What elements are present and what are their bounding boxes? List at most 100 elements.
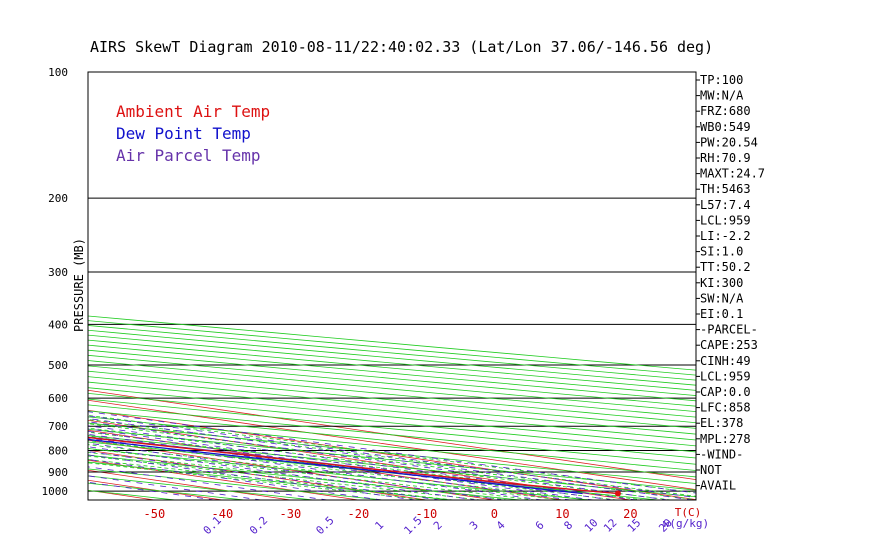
index-entry: TP:100 <box>700 73 743 87</box>
profile-lines <box>88 436 621 497</box>
series-line-dew-point-temp <box>88 438 583 495</box>
dry-adiabat <box>88 435 696 498</box>
index-entry: NOT <box>700 463 722 477</box>
legend-entry: Ambient Air Temp <box>116 102 270 121</box>
index-entry: LI:-2.2 <box>700 229 751 243</box>
dry-adiabat <box>88 365 696 424</box>
mixing-ratio-line <box>88 433 571 500</box>
axes: 1002003004005006007008009001000-120-110-… <box>42 66 710 537</box>
legend-entry: Air Parcel Temp <box>116 146 261 165</box>
index-entry: SW:N/A <box>700 291 744 305</box>
index-entry: KI:300 <box>700 276 743 290</box>
index-entry: CAPE:253 <box>700 338 758 352</box>
index-entry: SI:1.0 <box>700 245 743 259</box>
grid-lines <box>0 72 696 500</box>
pressure-tick-label: 1000 <box>42 485 69 498</box>
index-entry: -WIND- <box>700 447 743 461</box>
dry-adiabat <box>88 387 696 447</box>
dry-adiabat <box>88 428 696 491</box>
isotherm <box>88 409 696 500</box>
bottom-temp-tick-label: 20 <box>623 507 637 521</box>
legend: Ambient Air Temp Dew Point Temp Air Parcel… <box>116 102 270 165</box>
dry-adiabat <box>88 370 696 429</box>
index-entry: EL:378 <box>700 416 743 430</box>
moist-adiabat <box>88 459 454 500</box>
index-entry: LCL:959 <box>700 369 751 383</box>
series-line-air-parcel-temp <box>88 436 618 495</box>
mixing-ratio-tick-label: 3 <box>467 519 481 533</box>
pressure-tick-label: 700 <box>48 420 68 433</box>
dry-adiabat <box>88 339 696 396</box>
mixing-ratio-line <box>88 415 696 499</box>
bottom-temp-tick-label: -50 <box>144 507 166 521</box>
mixing-ratio-tick-label: 6 <box>533 519 547 533</box>
moist-adiabat <box>88 423 696 500</box>
mixing-ratio-line <box>88 421 669 500</box>
mixing-ratio-line <box>88 481 215 500</box>
mixing-ratio-tick-label: 4 <box>494 518 508 532</box>
mixing-ratio-line <box>88 442 504 500</box>
mixing-ratio-tick-label: 0.5 <box>313 514 336 537</box>
mixing-ratio-tick-label: 12 <box>601 516 620 535</box>
index-entry: LFC:858 <box>700 401 751 415</box>
chart-title: AIRS SkewT Diagram 2010-08-11/22:40:02.3… <box>90 38 713 56</box>
index-entry: EI:0.1 <box>700 307 743 321</box>
index-entry: L57:7.4 <box>700 198 751 212</box>
pressure-tick-label: 500 <box>48 359 68 372</box>
isotherm <box>88 419 631 500</box>
index-entry: FRZ:680 <box>700 104 751 118</box>
index-entry: TT:50.2 <box>700 260 751 274</box>
pressure-tick-label: 100 <box>48 66 68 79</box>
dry-adiabat <box>88 344 696 402</box>
series-line-ambient-air-temp <box>88 436 618 495</box>
mixing-ratio-line <box>88 459 382 500</box>
dry-adiabat <box>88 448 590 500</box>
bottom-temp-tick-label: -30 <box>280 507 302 521</box>
dry-adiabat <box>88 360 696 418</box>
pressure-tick-label: 300 <box>48 266 68 279</box>
dry-adiabat <box>88 468 383 500</box>
isotherm <box>88 389 696 481</box>
index-entry: RH:70.9 <box>700 151 751 165</box>
bottom-temp-tick-label: 0 <box>491 507 498 521</box>
dry-adiabat <box>88 410 696 471</box>
dry-adiabat <box>88 376 696 435</box>
dry-adiabat <box>88 422 696 484</box>
pressure-tick-label: 200 <box>48 192 68 205</box>
index-entry: MPL:278 <box>700 432 751 446</box>
dry-adiabat <box>88 416 696 478</box>
isotherm <box>88 399 696 491</box>
index-entry: PW:20.54 <box>700 135 758 149</box>
pressure-tick-label: 900 <box>48 466 68 479</box>
mixing-ratio-tick-label: 0.2 <box>247 514 270 537</box>
mixing-ratio-line <box>88 437 543 500</box>
dry-adiabat <box>88 454 521 500</box>
moist-adiabat <box>88 452 509 500</box>
index-entry: MW:N/A <box>700 89 744 103</box>
pressure-tick-label: 400 <box>48 318 68 331</box>
moist-adiabat <box>88 444 563 500</box>
mixing-ratio-tick-label: 1 <box>372 519 386 533</box>
mixing-ratio-line <box>88 430 594 500</box>
bottom-temp-tick-label: -10 <box>416 507 438 521</box>
index-entry: -PARCEL- <box>700 323 758 337</box>
mixing-ratio-line <box>88 454 416 500</box>
index-entry: CINH:49 <box>700 354 751 368</box>
mixing-ratio-unit: w(g/kg) <box>663 517 709 530</box>
y-axis-label: PRESSURE (MB) <box>72 238 86 332</box>
isotherm <box>0 72 18 500</box>
mixing-ratio-tick-label: 2 <box>431 519 445 533</box>
moist-adiabat <box>88 462 427 500</box>
pressure-tick-label: 600 <box>48 392 68 405</box>
pressure-tick-label: 800 <box>48 445 68 458</box>
mixing-ratio-line <box>88 411 696 494</box>
index-entry: MAXT:24.7 <box>700 167 765 181</box>
bottom-temp-unit: T(C) <box>675 506 702 519</box>
mixing-ratio-line <box>88 466 328 500</box>
index-entry: LCL:959 <box>700 213 751 227</box>
index-entry: AVAIL <box>700 479 736 493</box>
moist-adiabat <box>88 419 696 497</box>
surface-point <box>614 490 621 497</box>
